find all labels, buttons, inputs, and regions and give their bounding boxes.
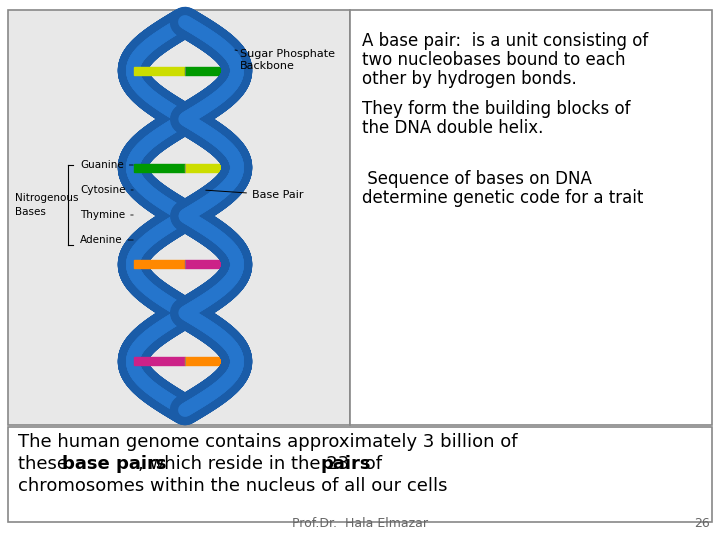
Text: Thymine: Thymine xyxy=(80,210,133,220)
Text: base pairs: base pairs xyxy=(62,455,166,473)
Bar xyxy=(134,164,185,172)
Bar xyxy=(8,10,350,425)
Text: Sugar Phosphate
Backbone: Sugar Phosphate Backbone xyxy=(235,49,335,71)
Bar xyxy=(185,260,236,268)
Bar xyxy=(185,66,236,75)
Bar xyxy=(350,10,712,425)
Text: chromosomes within the nucleus of all our cells: chromosomes within the nucleus of all ou… xyxy=(18,477,448,495)
Text: these: these xyxy=(18,455,73,473)
Bar xyxy=(8,427,712,522)
Text: Cytosine: Cytosine xyxy=(80,185,133,195)
Text: A base pair:  is a unit consisting of: A base pair: is a unit consisting of xyxy=(362,32,648,50)
Text: other by hydrogen bonds.: other by hydrogen bonds. xyxy=(362,70,577,88)
Text: Sequence of bases on DNA: Sequence of bases on DNA xyxy=(362,170,592,188)
Text: determine genetic code for a trait: determine genetic code for a trait xyxy=(362,189,644,207)
Text: Prof.Dr.  Hala Elmazar: Prof.Dr. Hala Elmazar xyxy=(292,517,428,530)
Text: , which reside in the 23: , which reside in the 23 xyxy=(138,455,356,473)
Text: the DNA double helix.: the DNA double helix. xyxy=(362,119,544,137)
Bar xyxy=(134,357,185,366)
Text: They form the building blocks of: They form the building blocks of xyxy=(362,100,631,118)
Bar xyxy=(134,66,185,75)
Text: Guanine: Guanine xyxy=(80,160,133,170)
Bar xyxy=(185,357,236,366)
Bar xyxy=(134,260,185,268)
Text: Nitrogenous
Bases: Nitrogenous Bases xyxy=(15,193,78,217)
Text: of: of xyxy=(359,455,382,473)
Text: 26: 26 xyxy=(694,517,710,530)
Text: pairs: pairs xyxy=(321,455,372,473)
Text: The human genome contains approximately 3 billion of: The human genome contains approximately … xyxy=(18,433,518,451)
Text: two nucleobases bound to each: two nucleobases bound to each xyxy=(362,51,626,69)
Text: Adenine: Adenine xyxy=(80,235,133,245)
Bar xyxy=(185,164,236,172)
Text: Base Pair: Base Pair xyxy=(206,190,304,200)
